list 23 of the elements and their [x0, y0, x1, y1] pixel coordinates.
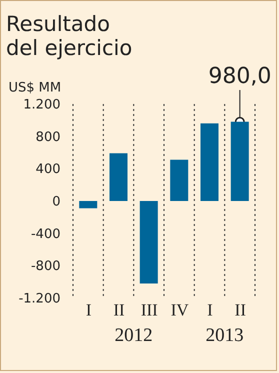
x-tick-label: IV	[170, 300, 190, 320]
chart-title: Resultado del ejercicio	[6, 12, 132, 60]
y-axis-title: US$ MM	[8, 80, 62, 96]
y-tick-label: 0	[52, 194, 60, 210]
x-tick-label: II	[234, 300, 246, 320]
x-tick-label: II	[113, 300, 125, 320]
text: 2013	[206, 325, 244, 346]
y-tick-label: 800	[36, 130, 60, 145]
y-tick-label: -400	[30, 226, 60, 242]
x-tick-label: I	[86, 300, 92, 320]
x-tick-label: I	[207, 300, 214, 320]
bar	[200, 123, 218, 201]
data-label: 980,0	[208, 64, 272, 89]
y-tick-label: 400	[36, 162, 60, 178]
y-tick-label: -800	[30, 259, 60, 274]
text: 2012	[114, 325, 153, 346]
y-tick-label: 1.200	[23, 98, 60, 112]
bar	[140, 201, 158, 284]
x-tick-label: III	[140, 300, 158, 320]
bar	[110, 153, 128, 201]
bar	[170, 160, 188, 201]
y-tick-label: -1.200	[18, 292, 60, 306]
bar	[79, 201, 98, 208]
